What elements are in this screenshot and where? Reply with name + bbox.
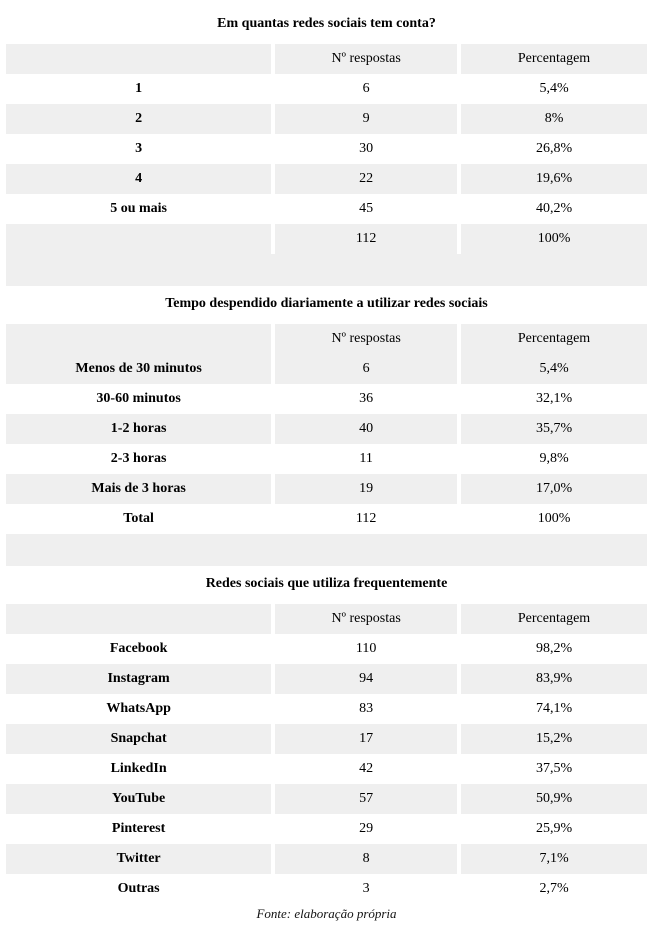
row-percentagem: 25,9% bbox=[461, 814, 647, 844]
row-label bbox=[6, 224, 275, 254]
row-respostas: 29 bbox=[275, 814, 461, 844]
row-respostas: 17 bbox=[275, 724, 461, 754]
row-respostas: 83 bbox=[275, 694, 461, 724]
source-caption: Fonte: elaboração própria bbox=[6, 906, 647, 922]
row-percentagem: 98,2% bbox=[461, 634, 647, 664]
row-label: Mais de 3 horas bbox=[6, 474, 275, 504]
row-percentagem: 100% bbox=[461, 504, 647, 534]
row-respostas: 112 bbox=[275, 504, 461, 534]
row-label: WhatsApp bbox=[6, 694, 275, 724]
row-respostas: 19 bbox=[275, 474, 461, 504]
row-respostas: 8 bbox=[275, 844, 461, 874]
row-respostas: 112 bbox=[275, 224, 461, 254]
row-label: 1-2 horas bbox=[6, 414, 275, 444]
header-respostas: Nº respostas bbox=[275, 324, 461, 354]
row-label: 5 ou mais bbox=[6, 194, 275, 224]
row-respostas: 57 bbox=[275, 784, 461, 814]
row-percentagem: 7,1% bbox=[461, 844, 647, 874]
row-label: 2-3 horas bbox=[6, 444, 275, 474]
row-respostas: 42 bbox=[275, 754, 461, 784]
row-respostas: 6 bbox=[275, 354, 461, 384]
row-percentagem: 74,1% bbox=[461, 694, 647, 724]
row-label: 2 bbox=[6, 104, 275, 134]
row-percentagem: 5,4% bbox=[461, 74, 647, 104]
row-label: Pinterest bbox=[6, 814, 275, 844]
row-respostas: 45 bbox=[275, 194, 461, 224]
row-respostas: 9 bbox=[275, 104, 461, 134]
header-respostas: Nº respostas bbox=[275, 44, 461, 74]
row-respostas: 6 bbox=[275, 74, 461, 104]
row-label: Outras bbox=[6, 874, 275, 904]
row-respostas: 3 bbox=[275, 874, 461, 904]
header-respostas: Nº respostas bbox=[275, 604, 461, 634]
row-percentagem: 15,2% bbox=[461, 724, 647, 754]
row-label: Total bbox=[6, 504, 275, 534]
row-label: 1 bbox=[6, 74, 275, 104]
row-label: LinkedIn bbox=[6, 754, 275, 784]
row-respostas: 40 bbox=[275, 414, 461, 444]
row-percentagem: 32,1% bbox=[461, 384, 647, 414]
row-label: 3 bbox=[6, 134, 275, 164]
row-percentagem: 2,7% bbox=[461, 874, 647, 904]
row-label: Snapchat bbox=[6, 724, 275, 754]
row-respostas: 22 bbox=[275, 164, 461, 194]
header-percentagem: Percentagem bbox=[461, 604, 647, 634]
row-percentagem: 5,4% bbox=[461, 354, 647, 384]
row-respostas: 94 bbox=[275, 664, 461, 694]
row-respostas: 11 bbox=[275, 444, 461, 474]
section-title: Redes sociais que utiliza frequentemente bbox=[6, 566, 647, 604]
row-label: 30-60 minutos bbox=[6, 384, 275, 414]
row-label: Instagram bbox=[6, 664, 275, 694]
row-percentagem: 40,2% bbox=[461, 194, 647, 224]
header-percentagem: Percentagem bbox=[461, 44, 647, 74]
tables-container: Em quantas redes sociais tem conta?Nº re… bbox=[0, 0, 653, 928]
row-label: Facebook bbox=[6, 634, 275, 664]
section-title: Tempo despendido diariamente a utilizar … bbox=[6, 286, 647, 324]
header-blank bbox=[6, 324, 275, 354]
row-label: YouTube bbox=[6, 784, 275, 814]
header-blank bbox=[6, 44, 275, 74]
row-percentagem: 8% bbox=[461, 104, 647, 134]
section-title: Em quantas redes sociais tem conta? bbox=[6, 6, 647, 44]
row-respostas: 30 bbox=[275, 134, 461, 164]
row-label: Menos de 30 minutos bbox=[6, 354, 275, 384]
row-percentagem: 100% bbox=[461, 224, 647, 254]
row-percentagem: 19,6% bbox=[461, 164, 647, 194]
header-percentagem: Percentagem bbox=[461, 324, 647, 354]
header-blank bbox=[6, 604, 275, 634]
row-percentagem: 37,5% bbox=[461, 754, 647, 784]
row-respostas: 110 bbox=[275, 634, 461, 664]
row-label: 4 bbox=[6, 164, 275, 194]
section-spacer bbox=[6, 254, 647, 286]
row-percentagem: 35,7% bbox=[461, 414, 647, 444]
row-percentagem: 17,0% bbox=[461, 474, 647, 504]
row-percentagem: 9,8% bbox=[461, 444, 647, 474]
section-spacer bbox=[6, 534, 647, 566]
row-respostas: 36 bbox=[275, 384, 461, 414]
row-label: Twitter bbox=[6, 844, 275, 874]
row-percentagem: 26,8% bbox=[461, 134, 647, 164]
row-percentagem: 83,9% bbox=[461, 664, 647, 694]
survey-tables: Em quantas redes sociais tem conta?Nº re… bbox=[6, 6, 647, 904]
row-percentagem: 50,9% bbox=[461, 784, 647, 814]
